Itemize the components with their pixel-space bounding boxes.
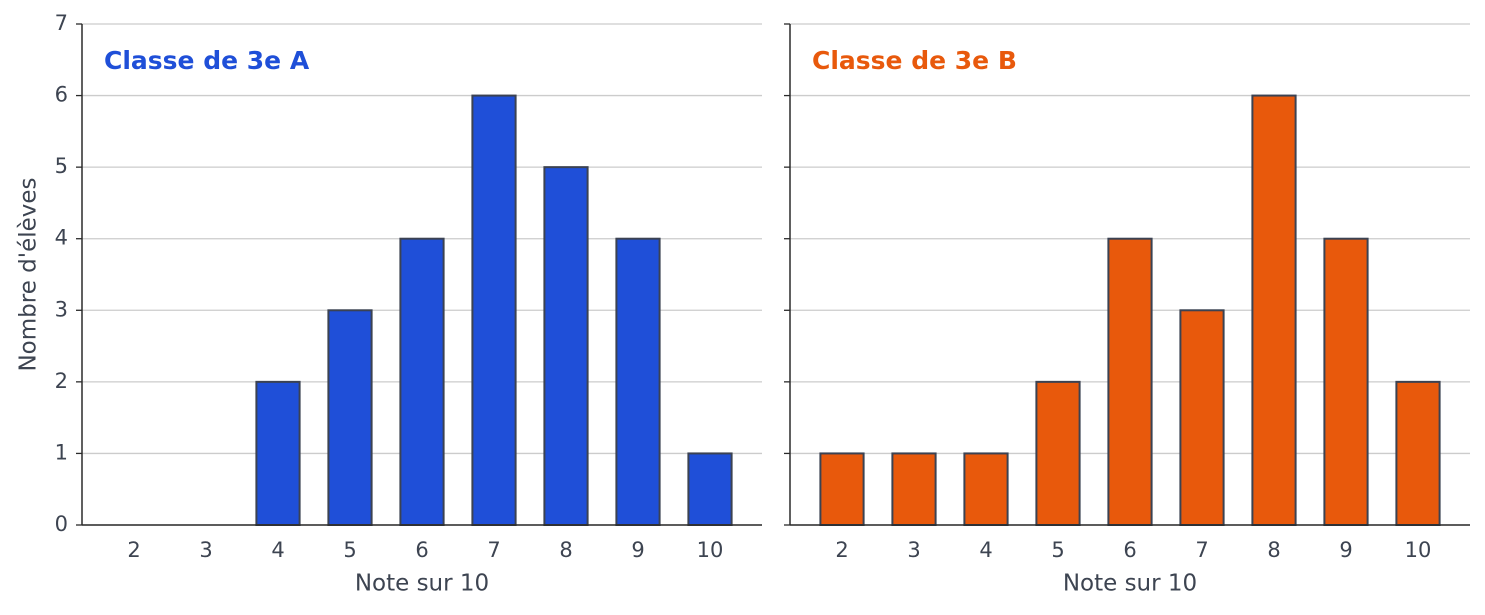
x-tick-label: 3 (907, 538, 920, 562)
bar (399, 237, 445, 526)
bar (471, 94, 517, 526)
y-tick-label: 1 (55, 440, 68, 464)
x-tick-label: 2 (835, 538, 848, 562)
y-tick-label: 6 (55, 83, 68, 107)
x-tick-label: 6 (1123, 538, 1136, 562)
x-tick-label: 2 (127, 538, 140, 562)
x-tick-label: 6 (415, 538, 428, 562)
bar (687, 452, 733, 526)
bar (543, 166, 589, 526)
y-axis-label: Nombre d'élèves (16, 177, 42, 371)
bar (615, 237, 661, 526)
y-tick-label: 2 (55, 369, 68, 393)
x-tick-label: 5 (343, 538, 356, 562)
x-tick-label: 4 (979, 538, 992, 562)
x-tick-label: 7 (487, 538, 500, 562)
x-tick-label: 9 (631, 538, 644, 562)
x-tick-label: 10 (1405, 538, 1432, 562)
chart-title: Classe de 3e A (104, 46, 310, 75)
bar (327, 309, 373, 526)
bar (819, 452, 865, 526)
x-axis-label: Note sur 10 (355, 571, 489, 597)
bar (963, 452, 1009, 526)
x-tick-label: 7 (1195, 538, 1208, 562)
x-tick-label: 5 (1051, 538, 1064, 562)
bar (1395, 380, 1441, 526)
bar (255, 380, 301, 526)
bar (891, 452, 937, 526)
x-axis-label: Note sur 10 (1063, 571, 1197, 597)
y-tick-label: 5 (55, 154, 68, 178)
x-tick-label: 3 (199, 538, 212, 562)
bar (1035, 380, 1081, 526)
bar (1107, 237, 1153, 526)
y-tick-label: 4 (55, 226, 68, 250)
y-tick-label: 3 (55, 297, 68, 321)
bar (1323, 237, 1369, 526)
x-tick-label: 10 (697, 538, 724, 562)
y-tick-label: 0 (55, 512, 68, 536)
x-tick-label: 8 (559, 538, 572, 562)
y-tick-label: 7 (55, 11, 68, 35)
bar (1251, 94, 1297, 526)
bar (1179, 309, 1225, 526)
x-tick-label: 8 (1267, 538, 1280, 562)
x-tick-label: 4 (271, 538, 284, 562)
chart-title: Classe de 3e B (812, 46, 1017, 75)
x-tick-label: 9 (1339, 538, 1352, 562)
